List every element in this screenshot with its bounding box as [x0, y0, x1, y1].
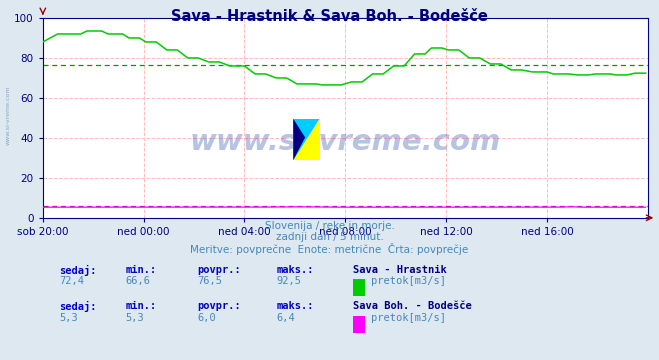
Text: www.si-vreme.com: www.si-vreme.com [190, 128, 501, 156]
Text: Slovenija / reke in morje.: Slovenija / reke in morje. [264, 221, 395, 231]
Text: 5,3: 5,3 [59, 313, 78, 323]
Text: www.si-vreme.com: www.si-vreme.com [5, 85, 11, 145]
Text: sedaj:: sedaj: [59, 301, 97, 312]
Text: 76,5: 76,5 [198, 276, 223, 287]
Polygon shape [293, 119, 305, 160]
Text: min.:: min.: [125, 301, 156, 311]
Polygon shape [293, 119, 320, 160]
Polygon shape [293, 119, 320, 160]
Text: maks.:: maks.: [277, 265, 314, 275]
Text: 6,4: 6,4 [277, 313, 295, 323]
Text: min.:: min.: [125, 265, 156, 275]
Text: sedaj:: sedaj: [59, 265, 97, 276]
Text: 5,3: 5,3 [125, 313, 144, 323]
Text: 92,5: 92,5 [277, 276, 302, 287]
Text: povpr.:: povpr.: [198, 301, 241, 311]
Text: povpr.:: povpr.: [198, 265, 241, 275]
Text: zadnji dan / 5 minut.: zadnji dan / 5 minut. [275, 232, 384, 242]
Text: Sava Boh. - Bodešče: Sava Boh. - Bodešče [353, 301, 471, 311]
Text: pretok[m3/s]: pretok[m3/s] [371, 313, 446, 323]
Text: Sava - Hrastnik: Sava - Hrastnik [353, 265, 446, 275]
Text: 72,4: 72,4 [59, 276, 84, 287]
Text: Meritve: povprečne  Enote: metrične  Črta: povprečje: Meritve: povprečne Enote: metrične Črta:… [190, 243, 469, 255]
Text: 6,0: 6,0 [198, 313, 216, 323]
Text: 66,6: 66,6 [125, 276, 150, 287]
Text: pretok[m3/s]: pretok[m3/s] [371, 276, 446, 287]
Text: maks.:: maks.: [277, 301, 314, 311]
Text: Sava - Hrastnik & Sava Boh. - Bodešče: Sava - Hrastnik & Sava Boh. - Bodešče [171, 9, 488, 24]
